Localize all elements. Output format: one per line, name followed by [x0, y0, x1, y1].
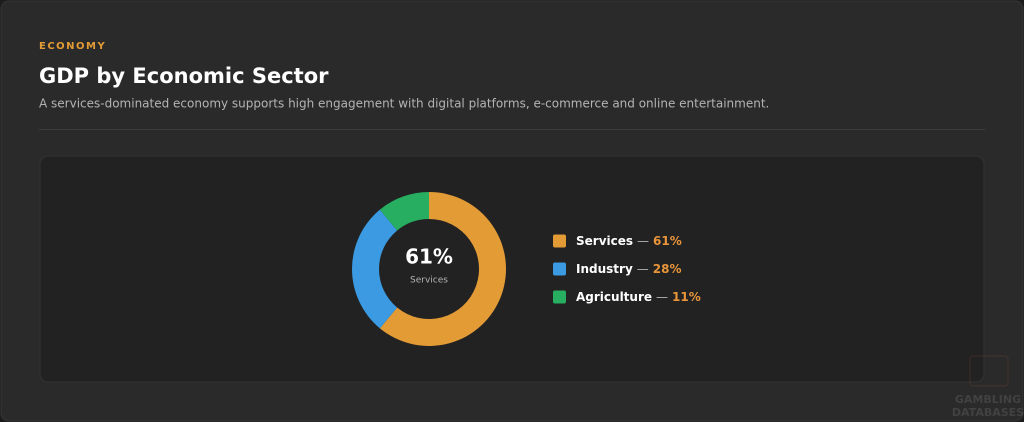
donut-slice [379, 192, 429, 231]
donut-slice [352, 209, 398, 329]
legend-name: Industry [576, 262, 633, 276]
watermark-text: DATABASES [952, 406, 1024, 419]
legend-separator: — [637, 234, 649, 248]
legend-value: 61% [653, 234, 682, 248]
legend-swatch [553, 262, 566, 276]
center-label: Services [410, 276, 448, 286]
legend-name: Services [576, 234, 633, 248]
legend-entry: Services — 61% [576, 234, 682, 248]
legend-separator: — [637, 262, 649, 276]
legend-entry: Agriculture — 11% [576, 290, 701, 304]
watermark-text: GAMBLING [955, 393, 1021, 406]
title: GDP by Economic Sector [39, 64, 329, 88]
legend-swatch [553, 234, 566, 248]
legend-value: 11% [672, 290, 701, 304]
watermark-logo [969, 355, 1009, 387]
legend-separator: — [656, 290, 668, 304]
legend-name: Agriculture [576, 290, 652, 304]
donut-chart [352, 192, 507, 347]
chart-panel [39, 155, 985, 383]
legend-entry: Industry — 28% [576, 262, 682, 276]
legend-value: 28% [653, 262, 682, 276]
watermark: GAMBLING DATABASES [952, 355, 1024, 419]
eyebrow: ECONOMY [39, 41, 106, 52]
donut-slice [379, 192, 507, 347]
legend-swatch [553, 290, 566, 304]
center-value: 61% [405, 245, 453, 269]
subtitle: A services-dominated economy supports hi… [39, 97, 769, 111]
